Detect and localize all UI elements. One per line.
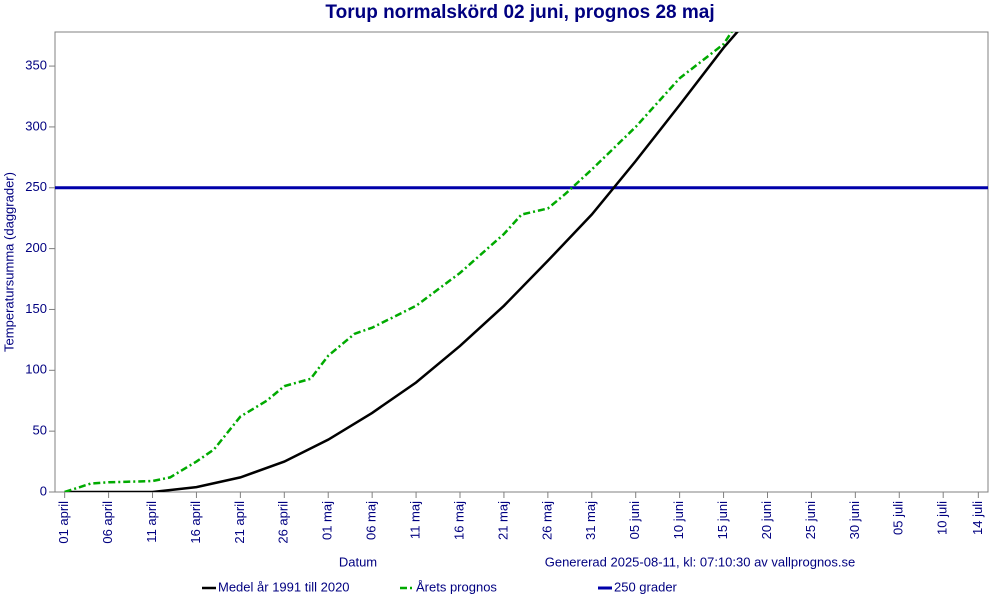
data-line (64, 32, 734, 492)
y-tick-label: 200 (25, 240, 47, 255)
x-tick-label: 26 maj (539, 501, 554, 540)
x-tick-label: 21 maj (495, 501, 510, 540)
x-tick-label: 26 april (276, 501, 291, 544)
x-tick-label: 25 juni (803, 501, 818, 539)
x-axis-label: Datum (339, 554, 377, 569)
legend-label: 250 grader (614, 579, 678, 594)
x-tick-label: 30 juni (847, 501, 862, 539)
x-tick-label: 10 juli (935, 501, 950, 535)
x-tick-label: 05 juli (891, 501, 906, 535)
x-tick-label: 11 april (144, 501, 159, 543)
x-tick-label: 01 april (56, 501, 71, 544)
x-tick-label: 21 april (232, 501, 247, 544)
chart-title: Torup normalskörd 02 juni, prognos 28 ma… (325, 2, 714, 23)
y-tick-label: 350 (25, 58, 47, 73)
x-tick-label: 16 maj (451, 501, 466, 540)
x-tick-label: 20 juni (759, 501, 774, 539)
x-tick-label: 11 maj (408, 501, 423, 539)
annotation: Genererad 2025-08-11, kl: 07:10:30 av va… (545, 554, 856, 569)
y-tick-label: 0 (40, 483, 47, 498)
y-tick-label: 300 (25, 118, 47, 133)
y-tick-label: 100 (25, 362, 47, 377)
x-tick-label: 14 juli (970, 501, 985, 535)
legend-label: Medel år 1991 till 2020 (218, 579, 350, 594)
x-tick-label: 06 maj (364, 501, 379, 540)
x-tick-label: 05 juni (627, 501, 642, 539)
x-tick-label: 15 juni (715, 501, 730, 539)
y-axis-label: Temperatursumma (daggrader) (1, 172, 16, 352)
legend-label: Årets prognos (416, 579, 497, 594)
x-tick-label: 10 juni (671, 501, 686, 539)
y-tick-label: 50 (33, 423, 47, 438)
y-tick-label: 250 (25, 179, 47, 194)
plot-area (55, 32, 988, 492)
x-tick-label: 06 april (100, 501, 115, 544)
data-line (64, 32, 739, 492)
y-tick-label: 150 (25, 301, 47, 316)
x-tick-label: 01 maj (320, 501, 335, 540)
x-tick-label: 31 maj (583, 501, 598, 540)
x-tick-label: 16 april (188, 501, 203, 544)
plot-frame (54, 31, 989, 493)
